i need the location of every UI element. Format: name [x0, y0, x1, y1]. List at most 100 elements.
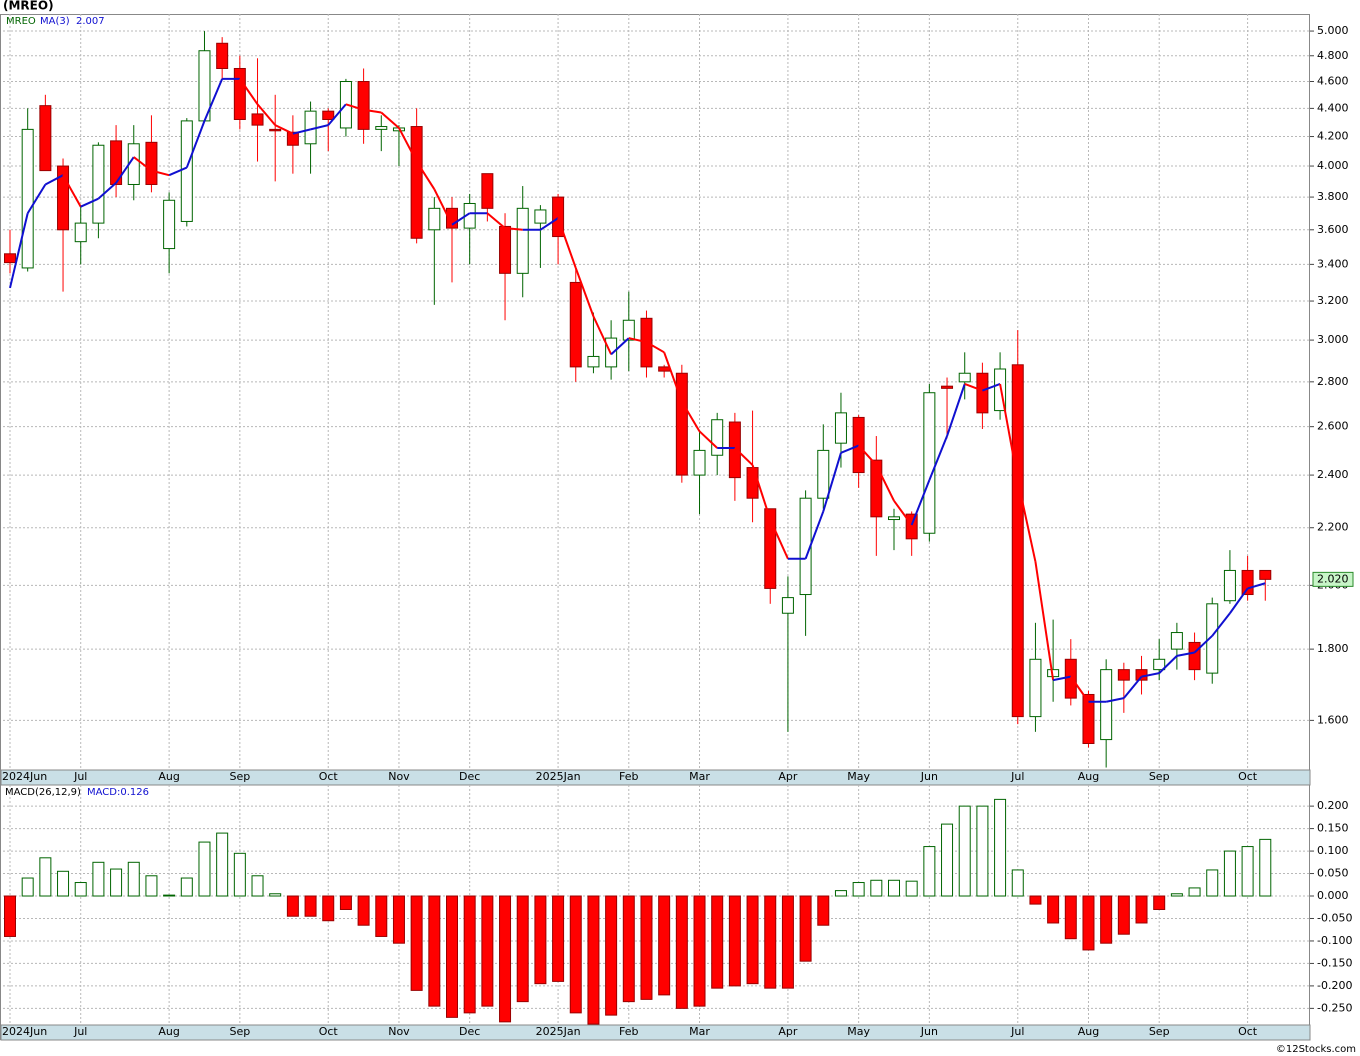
ma-line	[982, 383, 1001, 392]
ma-line	[433, 188, 453, 226]
candle-body	[92, 144, 105, 224]
x-tick-label: Jul	[1010, 1025, 1024, 1038]
candle-body	[1259, 569, 1272, 580]
ma-line	[80, 197, 99, 208]
macd-bar	[74, 882, 87, 897]
macd-bar	[958, 805, 971, 897]
candle-body	[481, 173, 494, 209]
ma-line	[203, 78, 224, 122]
x-tick-label: Jul	[73, 770, 87, 783]
y-tick-label: 4.600	[1317, 75, 1349, 88]
ma-line	[893, 500, 913, 526]
macd-bar	[39, 857, 52, 897]
candle-body	[286, 131, 299, 146]
ma-line	[1034, 561, 1055, 681]
candle-body	[941, 385, 954, 389]
macd-bar	[1117, 895, 1130, 935]
macd-bar	[870, 879, 883, 897]
ma-line	[363, 108, 382, 114]
macd-bar	[499, 895, 512, 1023]
macd-bar	[923, 846, 936, 897]
macd-bar	[905, 880, 918, 897]
candle-body	[587, 355, 600, 368]
y-tick-label: 2.200	[1317, 521, 1349, 534]
candle-body	[216, 42, 229, 69]
macd-bar	[1188, 887, 1201, 897]
y-tick-label: -0.200	[1317, 979, 1352, 992]
macd-bar	[1047, 895, 1060, 924]
y-tick-label: 1.600	[1317, 713, 1349, 726]
legend-symbol: MREO	[6, 16, 36, 27]
candle-body	[1029, 658, 1042, 718]
x-tick-label: May	[847, 1025, 870, 1038]
candle-body	[1117, 669, 1130, 681]
ma-line	[9, 212, 29, 289]
y-tick-label: -0.250	[1317, 1001, 1352, 1014]
macd-bar	[1241, 846, 1254, 897]
macd-bar	[781, 895, 794, 989]
x-tick-label: Feb	[619, 1025, 638, 1038]
ma-line	[1158, 655, 1178, 674]
y-tick-label: 3.800	[1317, 190, 1349, 203]
page-title: (MREO)	[3, 0, 54, 13]
x-tick-label: Apr	[778, 1025, 798, 1038]
ma-line	[769, 519, 789, 560]
macd-bar	[1223, 850, 1236, 897]
last-price-box	[1312, 571, 1354, 587]
y-tick-label: 2.400	[1317, 468, 1349, 481]
ma-line	[310, 124, 329, 131]
macd-bar	[216, 832, 229, 897]
ma-line	[185, 120, 206, 168]
last-price-label: 2.020	[1317, 572, 1349, 585]
ma-line	[1105, 697, 1125, 703]
candle-body	[357, 81, 370, 130]
candle-body	[1011, 364, 1024, 718]
footer: ©12Stocks.com	[1276, 1044, 1356, 1055]
x-tick-label: Jun	[920, 770, 938, 783]
ma-line	[628, 337, 647, 344]
macd-bar	[675, 895, 688, 1009]
x-tick-label: Jul	[1010, 770, 1024, 783]
y-tick-label: 0.200	[1317, 799, 1349, 812]
ma-line	[999, 383, 1019, 481]
macd-bar	[834, 890, 847, 897]
macd-bar	[1206, 869, 1219, 897]
candle-body	[746, 467, 759, 499]
ma-line	[133, 156, 153, 172]
y-tick-label: -0.050	[1317, 911, 1352, 924]
ma-line	[239, 78, 259, 105]
macd-bar	[92, 861, 105, 897]
y-tick-label: 3.600	[1317, 223, 1349, 236]
candle-body	[180, 120, 193, 222]
candle-body	[233, 67, 246, 120]
ma-line	[680, 401, 701, 432]
candle-body	[410, 126, 423, 239]
macd-bar	[4, 895, 16, 937]
y-tick-label: 0.100	[1317, 844, 1349, 857]
macd-bar	[516, 895, 529, 1003]
macd-bar	[1170, 893, 1183, 897]
candle-body	[1153, 658, 1166, 671]
ma-line	[451, 212, 471, 226]
ma-line	[380, 111, 400, 129]
candle-body	[499, 225, 512, 274]
x-tick-label: Feb	[619, 770, 638, 783]
ma-line	[1211, 612, 1231, 637]
candle-body	[21, 128, 34, 269]
y-tick-label: 3.000	[1317, 333, 1349, 346]
candle-body	[145, 141, 158, 185]
candle-body	[4, 253, 16, 264]
y-tick-label: 0.050	[1317, 867, 1349, 880]
y-tick-label: 5.000	[1317, 24, 1349, 37]
candle-body	[834, 412, 847, 444]
ma-line	[1141, 672, 1160, 678]
ma-line	[1176, 651, 1195, 657]
x-tick-label: Oct	[1238, 1025, 1258, 1038]
ma-line	[274, 124, 294, 135]
macd-bar	[711, 895, 724, 989]
candle-body	[870, 459, 883, 518]
ma-line	[1247, 582, 1266, 590]
ma-line	[1193, 635, 1213, 654]
macd-bar	[304, 895, 317, 917]
ma-line	[840, 444, 860, 454]
